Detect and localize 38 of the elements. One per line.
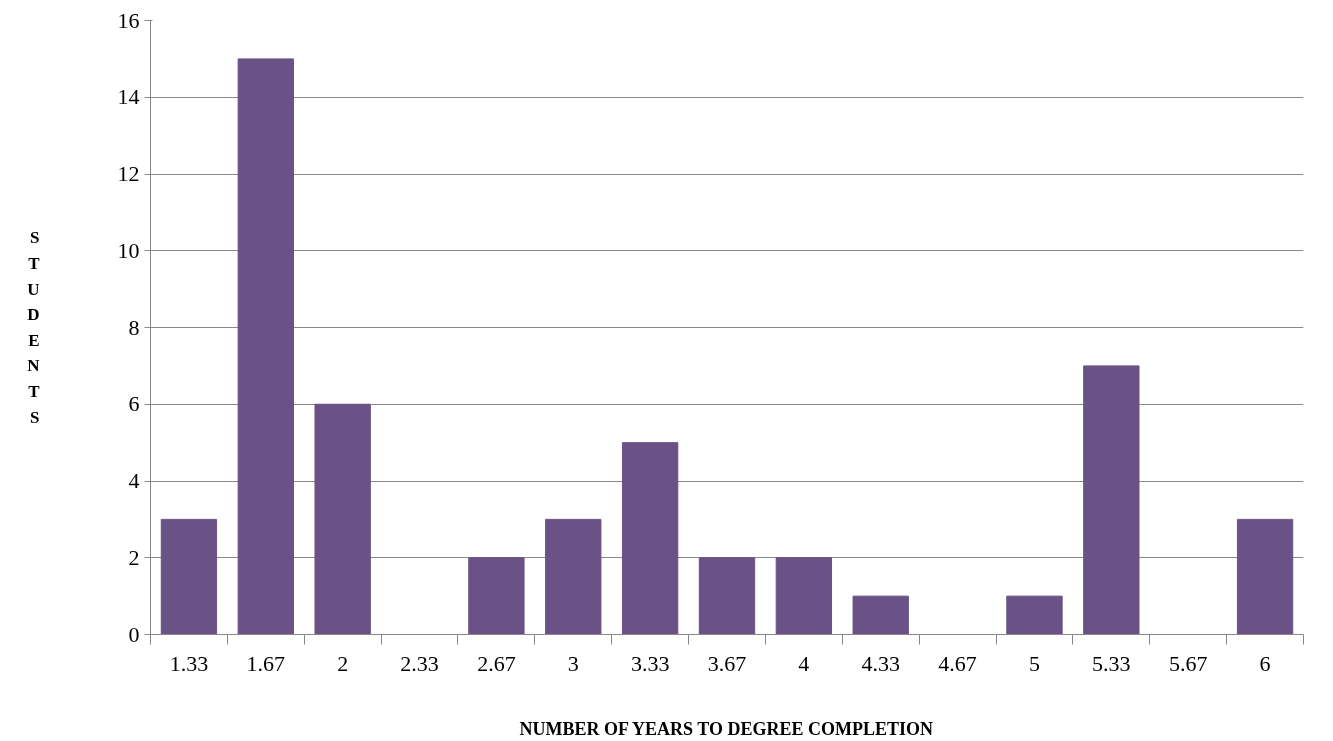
y-tick-label: 12 [117, 161, 140, 186]
y-tick-label: 10 [117, 237, 140, 263]
bar [1006, 595, 1063, 635]
x-tick-label: 6 [1259, 650, 1271, 676]
bar [468, 557, 525, 635]
bar [545, 518, 602, 635]
x-tick-label: 3 [567, 650, 579, 676]
y-tick-label: 16 [117, 7, 140, 33]
y-tick-label: 8 [128, 314, 140, 340]
bar [698, 557, 756, 635]
bar [160, 518, 218, 635]
x-tick-label: 3.33 [630, 650, 670, 676]
bar [621, 442, 679, 635]
y-tick-label: 2 [128, 544, 140, 570]
y-tick-label: 14 [117, 84, 140, 110]
bar [314, 403, 371, 635]
y-axis-title: STUDENTS [27, 228, 41, 427]
x-tick-label: 2 [337, 650, 349, 676]
y-tick-label: 6 [128, 391, 140, 417]
x-tick-label: 4.33 [861, 650, 900, 676]
y-tick-label: 4 [128, 468, 140, 493]
bar [237, 58, 294, 635]
x-tick-label: 5.33 [1092, 650, 1131, 676]
x-tick-label: 5 [1028, 650, 1040, 676]
bar [852, 595, 909, 635]
x-tick-label: 5.67 [1168, 650, 1208, 676]
bar [1083, 365, 1140, 635]
x-tick-label: 2.67 [477, 650, 516, 676]
x-tick-label: 3.67 [707, 650, 747, 676]
y-tick-label: 0 [128, 621, 140, 647]
x-tick-label: 1.67 [246, 650, 286, 676]
x-tick-label: 4 [798, 650, 810, 676]
bar [775, 557, 833, 635]
x-tick-label: 2.33 [400, 650, 439, 676]
x-tick-label: 4.67 [938, 650, 977, 676]
x-tick-label: 1.33 [169, 650, 209, 676]
x-axis-title: NUMBER OF YEARS TO DEGREE COMPLETION [519, 718, 933, 739]
bar [1236, 518, 1294, 635]
